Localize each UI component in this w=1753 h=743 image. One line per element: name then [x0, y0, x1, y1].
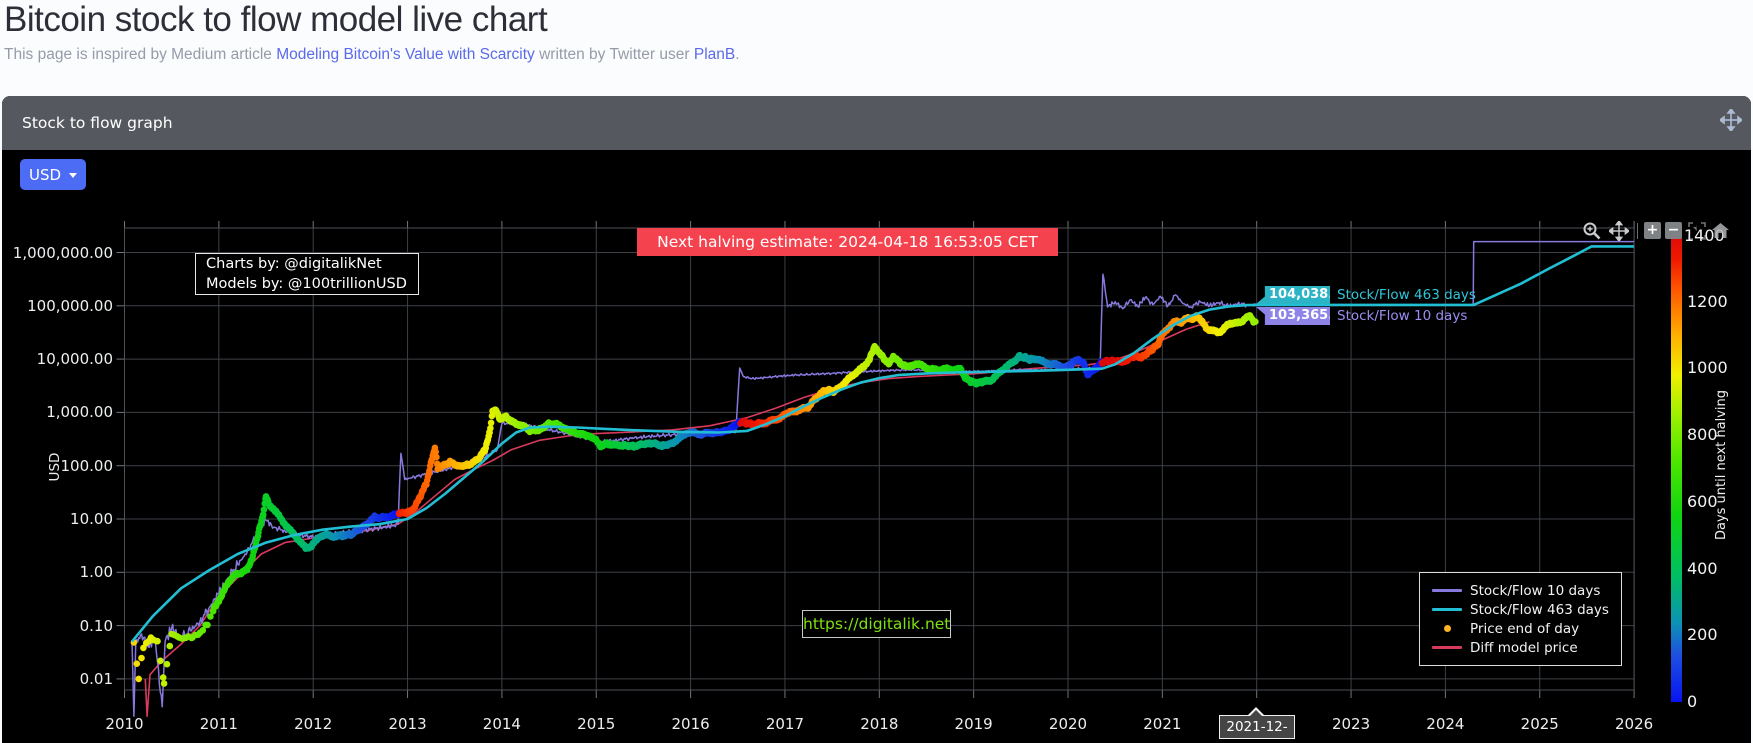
currency-dropdown-button[interactable]: USD — [20, 159, 86, 190]
subtitle-text: This page is inspired by Medium article — [4, 46, 277, 63]
credits-line-1: Charts by: @digitalikNet — [206, 256, 382, 272]
sf463-value-tag: 104,038.84 — [1256, 286, 1330, 304]
y-tick-label: 100,000.00 — [27, 296, 113, 315]
legend-item[interactable]: Diff model price — [1430, 638, 1609, 657]
x-tick-label: 2014 — [482, 715, 521, 733]
legend-line-marker — [1430, 608, 1464, 611]
x-axis-date-tooltip: 2021-12-29 — [1219, 715, 1295, 743]
legend-line-marker — [1430, 646, 1464, 649]
legend: Stock/Flow 10 days Stock/Flow 463 days Pri… — [1419, 572, 1622, 666]
subtitle-text: . — [735, 46, 740, 63]
subtitle-text: written by Twitter user — [534, 46, 694, 63]
x-tick-label: 2020 — [1048, 715, 1088, 733]
x-tick-label: 2016 — [671, 715, 710, 733]
currency-label: USD — [28, 165, 62, 184]
legend-item[interactable]: Stock/Flow 10 days — [1430, 581, 1609, 600]
sf10-tag-label: Stock/Flow 10 days — [1337, 308, 1468, 324]
colorbar-tick-label: 0 — [1687, 692, 1698, 711]
move-panel-icon[interactable] — [1718, 107, 1744, 133]
tooltip-caret — [1249, 710, 1263, 717]
home-reset-icon[interactable] — [1710, 221, 1731, 245]
y-tick-label: 1.00 — [79, 563, 113, 582]
legend-label: Diff model price — [1470, 639, 1578, 656]
chevron-down-icon — [69, 173, 78, 178]
x-tick-label: 2021 — [1143, 715, 1182, 733]
site-url-annotation: https://digitalik.net — [802, 610, 951, 638]
colorbar-tick-label: 800 — [1687, 425, 1718, 445]
legend-line-marker — [1430, 589, 1464, 592]
legend-label: Stock/Flow 10 days — [1470, 582, 1601, 599]
x-tick-label: 2017 — [765, 715, 805, 733]
next-halving-annotation: Next halving estimate: 2024-04-18 16:53:… — [637, 228, 1058, 256]
medium-article-link[interactable]: Modeling Bitcoin's Value with Scarcity — [276, 46, 535, 63]
x-tick-label: 2026 — [1615, 715, 1654, 733]
y-tick-label: 0.10 — [79, 616, 113, 635]
legend-label: Price end of day — [1470, 620, 1580, 637]
colorbar-tick-label: 600 — [1687, 491, 1718, 511]
zoom-icon[interactable] — [1582, 221, 1602, 245]
colorbar-title: Days until next halving — [1714, 389, 1729, 541]
legend-item[interactable]: Stock/Flow 463 days — [1430, 600, 1609, 619]
legend-dot-marker — [1430, 625, 1464, 632]
credits-line-2: Models by: @100trillionUSD — [206, 276, 407, 292]
page-subtitle: This page is inspired by Medium article … — [4, 46, 740, 64]
y-tick-label: 0.01 — [79, 669, 113, 688]
zoom-out-button[interactable]: − — [1665, 222, 1682, 239]
colorbar-tick-label: 1000 — [1687, 358, 1728, 378]
colorbar-tick-label: 400 — [1687, 558, 1718, 578]
colorbar — [1671, 235, 1682, 702]
panel-header — [2, 96, 1751, 150]
modebar-separator — [1637, 223, 1638, 239]
y-axis-title: USD — [47, 452, 63, 482]
x-tick-label: 2011 — [199, 715, 238, 733]
x-tick-label: 2015 — [577, 715, 616, 733]
page-title: Bitcoin stock to flow model live chart — [4, 0, 548, 39]
y-tick-label: 1,000,000.00 — [12, 243, 113, 262]
credits-annotation: Charts by: @digitalikNet Models by: @100… — [195, 253, 419, 295]
y-tick-label: 100.00 — [60, 456, 114, 475]
planb-link[interactable]: PlanB — [693, 46, 736, 63]
sf463-tag-label: Stock/Flow 463 days — [1337, 287, 1476, 303]
x-tick-label: 2025 — [1520, 715, 1559, 733]
legend-label: Stock/Flow 463 days — [1470, 601, 1609, 618]
x-tick-label: 2012 — [294, 715, 333, 733]
panel-title: Stock to flow graph — [22, 114, 173, 132]
y-tick-label: 10.00 — [70, 510, 113, 528]
x-tick-label: 2019 — [954, 715, 993, 733]
zoom-in-button[interactable]: + — [1644, 222, 1661, 239]
colorbar-tick-label: 1200 — [1687, 291, 1728, 311]
x-tick-label: 2023 — [1331, 715, 1371, 733]
legend-item[interactable]: Price end of day — [1430, 619, 1609, 638]
sf10-value-tag: 103,365.92 — [1256, 307, 1330, 325]
x-tick-label: 2013 — [388, 715, 427, 733]
y-tick-label: 1,000.00 — [46, 403, 113, 422]
x-tick-label: 2024 — [1426, 715, 1465, 733]
x-tick-label: 2018 — [860, 715, 899, 733]
y-tick-label: 10,000.00 — [36, 350, 113, 369]
autoscale-icon[interactable] — [1687, 221, 1707, 245]
x-tick-label: 2010 — [105, 715, 144, 733]
colorbar-tick-label: 200 — [1687, 625, 1718, 645]
pan-icon[interactable] — [1607, 219, 1631, 245]
